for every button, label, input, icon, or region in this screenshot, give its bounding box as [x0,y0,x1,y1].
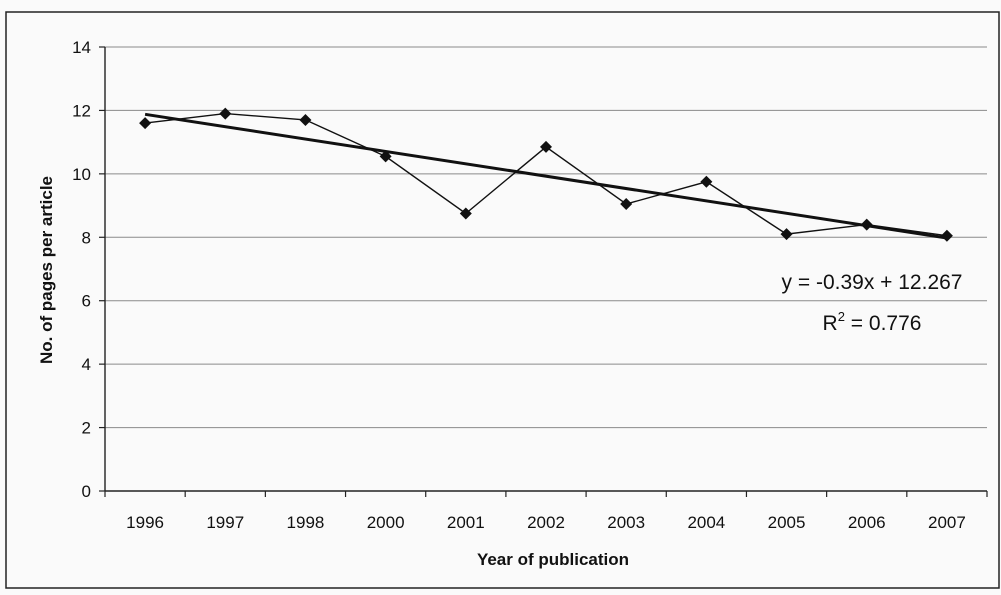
y-tick-label: 2 [82,419,91,438]
x-tick-label: 2003 [607,513,645,532]
trendline-line [144,112,948,240]
data-point-marker [620,197,633,210]
axes [99,46,988,497]
y-tick-label: 6 [82,292,91,311]
x-tick-label: 1996 [126,513,164,532]
data-point-marker [219,107,232,120]
x-tick-label: 1997 [206,513,244,532]
trendline-r-squared: R2 = 0.776 [823,309,922,335]
data-point-marker [700,175,713,188]
x-tick-label: 2004 [687,513,725,532]
gridlines [105,46,987,429]
y-tick-label: 8 [82,228,91,247]
chart-border [5,11,1000,589]
y-tick-label: 14 [72,38,91,57]
data-point-marker [299,113,312,126]
x-tick-label: 2006 [848,513,886,532]
y-tick-label: 0 [82,482,91,501]
trendline-equation: y = -0.39x + 12.267 [782,271,963,294]
x-tick-label: 2001 [447,513,485,532]
x-tick-label: 2007 [928,513,966,532]
y-axis-title: No. of pages per article [37,176,56,364]
y-tick-label: 12 [72,101,91,120]
tick-labels: 0 2 4 6 8 10 12 14 1996 1997 1998 2000 2001 2002 2003 2… [72,38,966,532]
x-tick-label: 2000 [367,513,405,532]
y-tick-label: 4 [82,355,91,374]
y-tick-label: 10 [72,165,91,184]
x-tick-label: 1998 [287,513,325,532]
trendline [144,112,948,240]
x-tick-label: 2005 [768,513,806,532]
data-point-marker [540,140,552,153]
x-axis-title: Year of publication [477,550,629,569]
x-tick-label: 2002 [527,513,565,532]
data-point-marker [780,228,793,241]
data-point-marker [139,117,152,130]
data-point-marker [459,207,472,220]
